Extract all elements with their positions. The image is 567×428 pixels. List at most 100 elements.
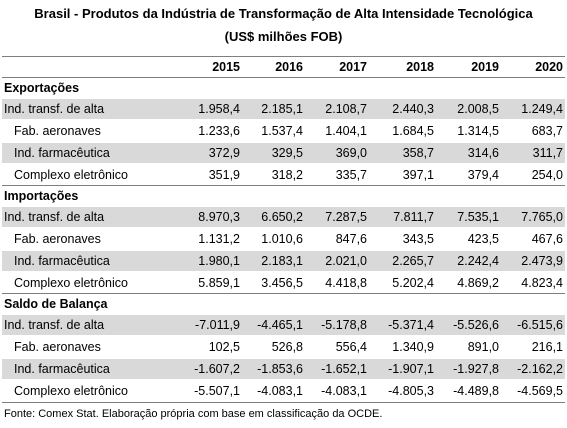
cell-value: 7.811,7 xyxy=(393,210,434,224)
cell-value: -1.607,2 xyxy=(194,362,240,376)
row-shade xyxy=(2,359,565,379)
cell-value: 7.287,5 xyxy=(325,210,367,224)
row-shade xyxy=(2,251,565,271)
row-label: Fab. aeronaves xyxy=(14,232,101,246)
cell-value: 1.404,1 xyxy=(325,124,367,138)
cell-value: 2.185,1 xyxy=(261,102,303,116)
cell-value: -5.178,8 xyxy=(321,318,367,332)
cell-value: -4.465,1 xyxy=(257,318,303,332)
cell-value: -1.907,1 xyxy=(388,362,434,376)
row-label: Complexo eletrônico xyxy=(14,168,128,182)
cell-value: 372,9 xyxy=(208,146,240,160)
cell-value: -1.652,1 xyxy=(321,362,367,376)
cell-value: 2.440,3 xyxy=(392,102,434,116)
cell-value: 102,5 xyxy=(208,340,240,354)
cell-value: 358,7 xyxy=(402,146,434,160)
cell-value: 343,5 xyxy=(402,232,434,246)
cell-value: 423,5 xyxy=(467,232,499,246)
cell-value: 4.418,8 xyxy=(325,276,367,290)
cell-value: 2.183,1 xyxy=(261,254,303,268)
footer: Fonte: Comex Stat. Elaboração própria co… xyxy=(4,408,383,420)
section-header: Exportações xyxy=(4,81,80,95)
cell-value: -5.526,6 xyxy=(453,318,499,332)
row-label: Fab. aeronaves xyxy=(14,124,101,138)
row-label: Fab. aeronaves xyxy=(14,340,101,354)
rule xyxy=(2,402,565,403)
cell-value: -5.371,4 xyxy=(388,318,434,332)
cell-value: 5.202,4 xyxy=(392,276,434,290)
cell-value: 369,0 xyxy=(335,146,367,160)
cell-value: 891,0 xyxy=(467,340,499,354)
row-label: Ind. farmacêutica xyxy=(14,146,110,160)
cell-value: 329,5 xyxy=(271,146,303,160)
cell-value: 1.314,5 xyxy=(457,124,499,138)
cell-value: -5.507,1 xyxy=(194,384,240,398)
cell-value: 379,4 xyxy=(467,168,499,182)
cell-value: 6.650,2 xyxy=(261,210,303,224)
cell-value: 1.340,9 xyxy=(392,340,434,354)
cell-value: 314,6 xyxy=(467,146,499,160)
column-header: 2019 xyxy=(471,60,499,74)
cell-value: -4.569,5 xyxy=(517,384,563,398)
row-shade xyxy=(2,207,565,227)
cell-value: 847,6 xyxy=(335,232,367,246)
cell-value: 1.233,6 xyxy=(198,124,240,138)
cell-value: 318,2 xyxy=(271,168,303,182)
cell-value: -1.927,8 xyxy=(453,362,499,376)
row-label: Ind. farmacêutica xyxy=(14,254,110,268)
cell-value: 1.684,5 xyxy=(392,124,434,138)
cell-value: -2.162,2 xyxy=(517,362,563,376)
column-header: 2018 xyxy=(406,60,434,74)
cell-value: 216,1 xyxy=(531,340,563,354)
cell-value: 1.980,1 xyxy=(198,254,240,268)
row-shade xyxy=(2,315,565,335)
cell-value: 526,8 xyxy=(271,340,303,354)
cell-value: 1.958,4 xyxy=(198,102,240,116)
column-header: 2017 xyxy=(339,60,367,74)
row-label: Ind. farmacêutica xyxy=(14,362,110,376)
row-label: Complexo eletrônico xyxy=(14,276,128,290)
cell-value: 254,0 xyxy=(531,168,563,182)
cell-value: 351,9 xyxy=(208,168,240,182)
cell-value: 7.765,0 xyxy=(521,210,563,224)
cell-value: 335,7 xyxy=(335,168,367,182)
cell-value: -4.489,8 xyxy=(453,384,499,398)
cell-value: 2.108,7 xyxy=(325,102,367,116)
cell-value: 556,4 xyxy=(335,340,367,354)
cell-value: 2.021,0 xyxy=(325,254,367,268)
section-header: Importações xyxy=(4,189,79,203)
cell-value: -7.011,9 xyxy=(195,318,240,332)
cell-value: 4.869,2 xyxy=(457,276,499,290)
rule xyxy=(2,185,565,186)
cell-value: 3.456,5 xyxy=(261,276,303,290)
rule xyxy=(2,293,565,294)
cell-value: 397,1 xyxy=(402,168,434,182)
cell-value: -6.515,6 xyxy=(517,318,563,332)
cell-value: -4.083,1 xyxy=(257,384,303,398)
row-label: Ind. transf. de alta xyxy=(4,102,105,116)
row-label: Complexo eletrônico xyxy=(14,384,128,398)
cell-value: 2.473,9 xyxy=(521,254,563,268)
column-header: 2015 xyxy=(212,60,240,74)
rule xyxy=(2,77,565,78)
rule xyxy=(2,56,565,57)
subtitle: (US$ milhões FOB) xyxy=(224,29,343,44)
column-header: 2020 xyxy=(535,60,563,74)
cell-value: 8.970,3 xyxy=(198,210,240,224)
cell-value: 683,7 xyxy=(531,124,563,138)
section-header: Saldo de Balança xyxy=(4,297,108,311)
cell-value: 2.008,5 xyxy=(457,102,499,116)
column-header: 2016 xyxy=(275,60,303,74)
cell-value: -1.853,6 xyxy=(257,362,303,376)
cell-value: -4.805,3 xyxy=(388,384,434,398)
cell-value: 311,7 xyxy=(532,146,563,160)
cell-value: 1.537,4 xyxy=(261,124,303,138)
row-shade xyxy=(2,143,565,163)
row-label: Ind. transf. de alta xyxy=(4,318,105,332)
cell-value: 1.249,4 xyxy=(521,102,563,116)
row-shade xyxy=(2,99,565,119)
cell-value: 1.010,6 xyxy=(261,232,303,246)
cell-value: 1.131,2 xyxy=(198,232,240,246)
title: Brasil - Produtos da Indústria de Transf… xyxy=(34,6,533,21)
